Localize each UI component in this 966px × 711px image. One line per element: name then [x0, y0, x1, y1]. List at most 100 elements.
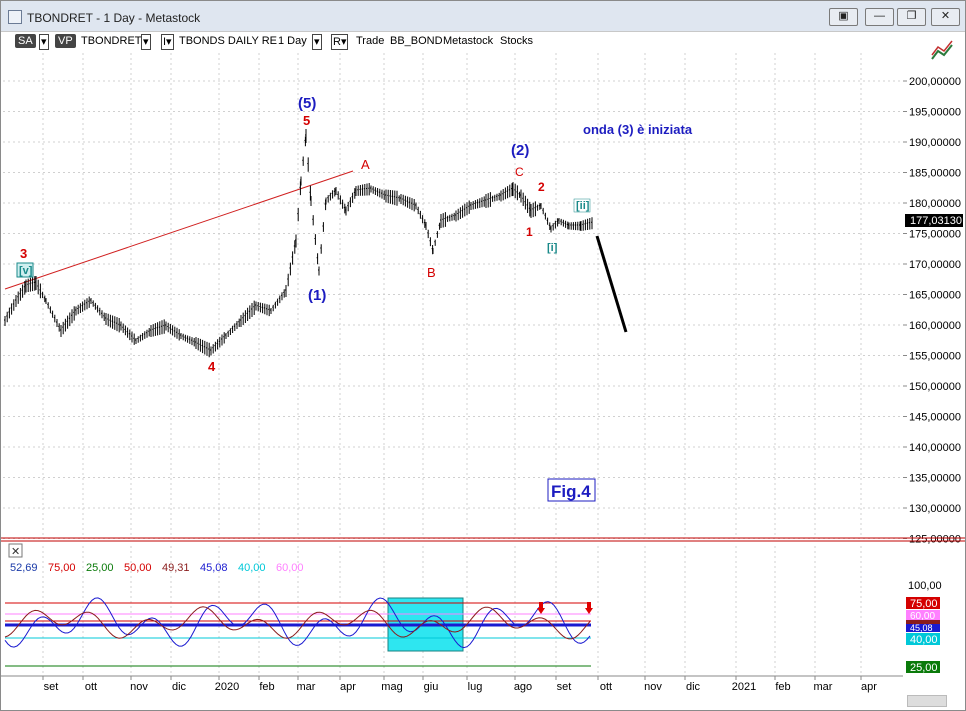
sa-button[interactable]: SA [15, 34, 36, 48]
price-bars [4, 129, 593, 358]
time-axis-label: 2020 [215, 681, 239, 693]
osc-legend-value: 52,69 [10, 562, 38, 574]
price-axis-label: 155,00000 [909, 351, 961, 363]
vp-button[interactable]: VP [55, 34, 76, 48]
period-dropdown-icon[interactable]: ▾ [312, 34, 322, 50]
osc-badge: 60,00 [910, 611, 935, 622]
time-axis-label: apr [861, 681, 877, 693]
time-axis-label: ott [85, 681, 97, 693]
price-axis-label: 130,00000 [909, 503, 961, 515]
chart-toolbar: SA ▾ VP TBONDRET ▾ I▾ TBONDS DAILY RE 1 … [1, 32, 965, 52]
window-title: TBONDRET - 1 Day - Metastock [27, 11, 201, 25]
wave-label[interactable]: (2) [511, 142, 529, 159]
time-axis-label: mar [814, 681, 833, 693]
osc-badge: 25,00 [910, 662, 938, 674]
time-axis-label: ago [514, 681, 532, 693]
wave-label[interactable]: [ii] [576, 200, 590, 212]
wave-label[interactable]: 4 [208, 359, 216, 374]
osc-legend-value: 40,00 [238, 562, 266, 574]
fig-label[interactable]: Fig.4 [551, 482, 591, 501]
minimize-button[interactable]: — [865, 8, 894, 26]
time-axis-label: feb [259, 681, 274, 693]
wave-note[interactable]: onda (3) è iniziata [583, 122, 693, 137]
time-axis-label: lug [468, 681, 483, 693]
price-axis-label: 175,00000 [909, 229, 961, 241]
sa-dropdown-icon[interactable]: ▾ [39, 34, 49, 50]
app-icon [8, 10, 22, 24]
wave-label[interactable]: B [427, 265, 436, 280]
period-label[interactable]: 1 Day [278, 35, 307, 47]
price-axis-label: 140,00000 [909, 442, 961, 454]
osc-legend-value: 75,00 [48, 562, 76, 574]
time-axis-label: nov [644, 681, 662, 693]
osc-axis-label: 100,00 [908, 580, 942, 592]
indicator-label: BB_BOND [390, 35, 443, 47]
mode-dropdown-icon[interactable]: R▾ [331, 34, 349, 50]
price-axis-label: 160,00000 [909, 320, 961, 332]
price-axis-label: 190,00000 [909, 137, 961, 149]
title-bar: TBONDRET - 1 Day - Metastock ▣ — ❐ ✕ [1, 1, 965, 32]
price-axis-label: 185,00000 [909, 168, 961, 180]
price-axis-label: 165,00000 [909, 290, 961, 302]
osc-legend-value: 60,00 [276, 562, 304, 574]
time-axis-label: set [557, 681, 572, 693]
time-axis-label: mar [297, 681, 316, 693]
wave-label[interactable]: 1 [526, 225, 533, 239]
source-label: Metastock [443, 35, 494, 47]
wave-label[interactable]: (5) [298, 95, 316, 112]
restore-button[interactable]: ❐ [897, 8, 926, 26]
price-axis-label: 135,00000 [909, 473, 961, 485]
wave-label[interactable]: (1) [308, 287, 326, 304]
sell-arrow-icon[interactable] [537, 602, 545, 614]
time-axis-label: mag [381, 681, 402, 693]
trend-line[interactable] [4, 170, 354, 290]
price-axis-label: 180,00000 [909, 198, 961, 210]
price-axis-label: 145,00000 [909, 412, 961, 424]
osc-legend-value: 50,00 [124, 562, 152, 574]
time-axis-label: dic [172, 681, 187, 693]
wave-label[interactable]: 2 [538, 180, 545, 194]
fig-box [547, 478, 596, 502]
osc-badge: 75,00 [910, 598, 938, 610]
symbol-dropdown-icon[interactable]: ▾ [141, 34, 151, 50]
close-button[interactable]: ✕ [931, 8, 960, 26]
projection-line[interactable] [595, 235, 628, 333]
time-axis-label: dic [686, 681, 701, 693]
price-axis-label: 150,00000 [909, 381, 961, 393]
series-dropdown-icon[interactable]: I▾ [161, 34, 174, 50]
price-axis-label: 195,00000 [909, 107, 961, 119]
osc-legend-value: 49,31 [162, 562, 190, 574]
window-extra-button[interactable]: ▣ [829, 8, 858, 26]
trade-button[interactable]: Trade [356, 35, 385, 47]
osc-legend-value: 45,08 [200, 562, 228, 574]
close-pane-icon[interactable]: ✕ [11, 546, 20, 558]
symbol-label[interactable]: TBONDRET [81, 35, 142, 47]
time-axis-label: giu [424, 681, 439, 693]
type-label: Stocks [500, 35, 534, 47]
series-name[interactable]: TBONDS DAILY RE [179, 35, 278, 47]
time-axis-label: ott [600, 681, 612, 693]
wave-label[interactable]: 5 [303, 113, 310, 128]
oscillator-pane: ✕ 52,69 75,00 25,00 50,00 49,31 45,08 40,00 60,… [4, 543, 942, 674]
sell-arrow-icon[interactable] [585, 602, 593, 614]
wave-label[interactable]: [v] [19, 265, 33, 277]
osc-badge: 40,00 [910, 634, 938, 646]
time-axis-label: set [44, 681, 59, 693]
wave-label[interactable]: 3 [20, 246, 27, 261]
wave-label[interactable]: C [515, 165, 524, 179]
osc-legend-value: 25,00 [86, 562, 114, 574]
time-axis-label: 2021 [732, 681, 756, 693]
wave-label[interactable]: [i] [547, 242, 558, 254]
close-pane-icon[interactable] [8, 543, 23, 558]
wave-box [573, 198, 591, 213]
time-axis-label: apr [340, 681, 356, 693]
wave-box [16, 262, 34, 278]
horizontal-scrollbar[interactable] [907, 695, 947, 707]
osc-badge: 45,08 [910, 623, 933, 633]
chart-settings-icon[interactable] [929, 40, 955, 63]
price-axis[interactable] [903, 53, 965, 537]
time-axis-label: feb [775, 681, 790, 693]
wave-label[interactable]: A [361, 157, 370, 172]
